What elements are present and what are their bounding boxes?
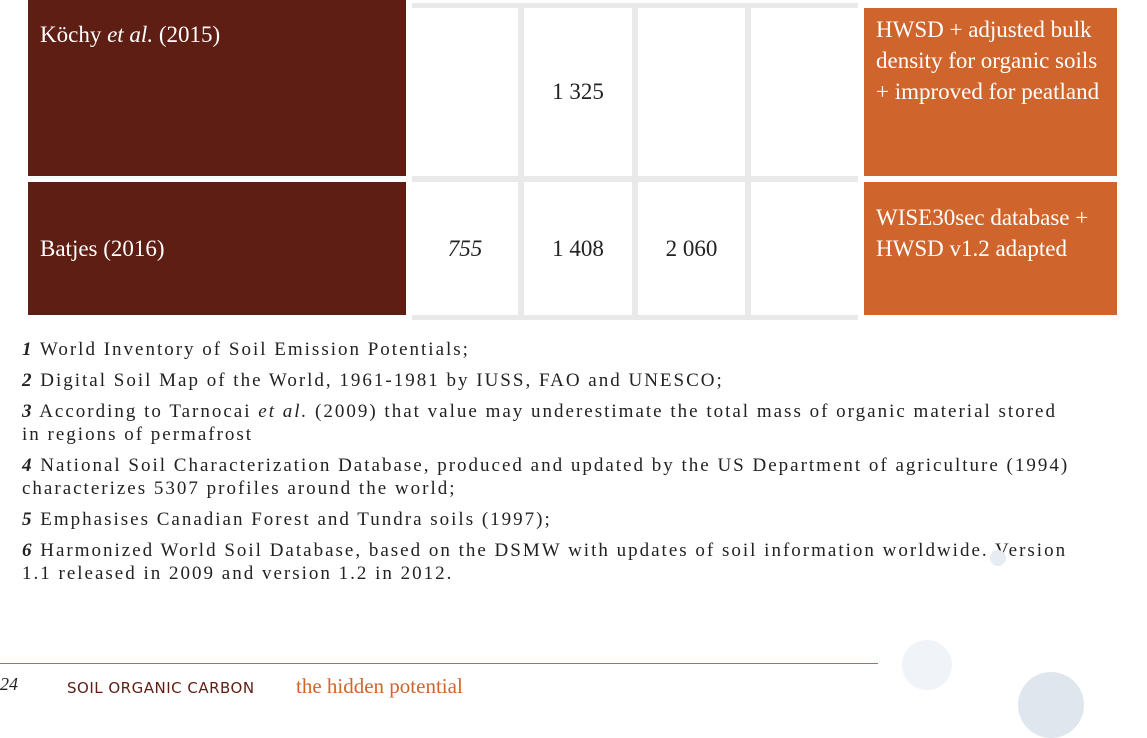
author-name: Batjes (2016) [40, 235, 165, 261]
footnotes: 1 World Inventory of Soil Emission Poten… [22, 338, 1082, 593]
table-cell: 2 060 [638, 182, 745, 315]
footnote-number: 4 [22, 455, 34, 476]
table-cell: 1 325 [524, 8, 632, 176]
footnote-text: (2009) that value may underestimate the … [22, 401, 1057, 445]
decorative-dot [990, 550, 1006, 566]
table-cell [751, 8, 858, 176]
table-col-divider [518, 3, 524, 320]
footer-subtitle: the hidden potential [296, 674, 463, 698]
footnote: 3 According to Tarnocai et al. (2009) th… [22, 400, 1082, 446]
author-year: (2015) [158, 22, 221, 47]
footnote-number: 5 [22, 509, 34, 530]
author-name: Köchy [40, 22, 102, 47]
footnote: 2 Digital Soil Map of the World, 1961-19… [22, 369, 1082, 392]
footnote-number: 1 [22, 339, 34, 360]
footer-rule [0, 663, 878, 664]
footnote-text: Digital Soil Map of the World, 1961-1981… [40, 370, 724, 391]
decorative-circle [1018, 672, 1084, 738]
table-source-cell: HWSD + adjusted bulk density for organic… [864, 8, 1117, 176]
footnote: 5 Emphasises Canadian Forest and Tundra … [22, 508, 1082, 531]
footnote-text: According to Tarnocai [39, 401, 259, 422]
footnote-text: Harmonized World Soil Database, based on… [22, 540, 1068, 584]
decorative-circle [902, 640, 952, 690]
footnote-text: World Inventory of Soil Emission Potenti… [39, 339, 470, 360]
table-col-divider [745, 3, 751, 320]
table-cell [412, 8, 518, 176]
footnote-number: 6 [22, 540, 34, 561]
footnote: 6 Harmonized World Soil Database, based … [22, 539, 1082, 585]
page-number: 24 [0, 674, 18, 694]
table-cell: 755 [412, 182, 518, 315]
table-row-author: Batjes (2016) [28, 182, 406, 315]
footnote: 1 World Inventory of Soil Emission Poten… [22, 338, 1082, 361]
table-cell [638, 8, 745, 176]
footnote-text: Emphasises Canadian Forest and Tundra so… [40, 509, 552, 530]
footnote-number: 3 [22, 401, 34, 422]
table-source-cell: WISE30sec database + HWSD v1.2 adapted [864, 182, 1117, 315]
table-cell [751, 182, 858, 315]
table-col-divider [632, 3, 638, 320]
footer-title: SOIL ORGANIC CARBON [67, 679, 255, 697]
footnote: 4 National Soil Characterization Databas… [22, 454, 1082, 500]
table-cell: 1 408 [524, 182, 632, 315]
footnote-text: National Soil Characterization Database,… [22, 455, 1070, 499]
footnote-number: 2 [22, 370, 34, 391]
table-row-author: Köchy et al. (2015) [28, 0, 406, 176]
author-etal: et al. [107, 22, 154, 47]
footnote-italic: et al. [258, 401, 309, 422]
